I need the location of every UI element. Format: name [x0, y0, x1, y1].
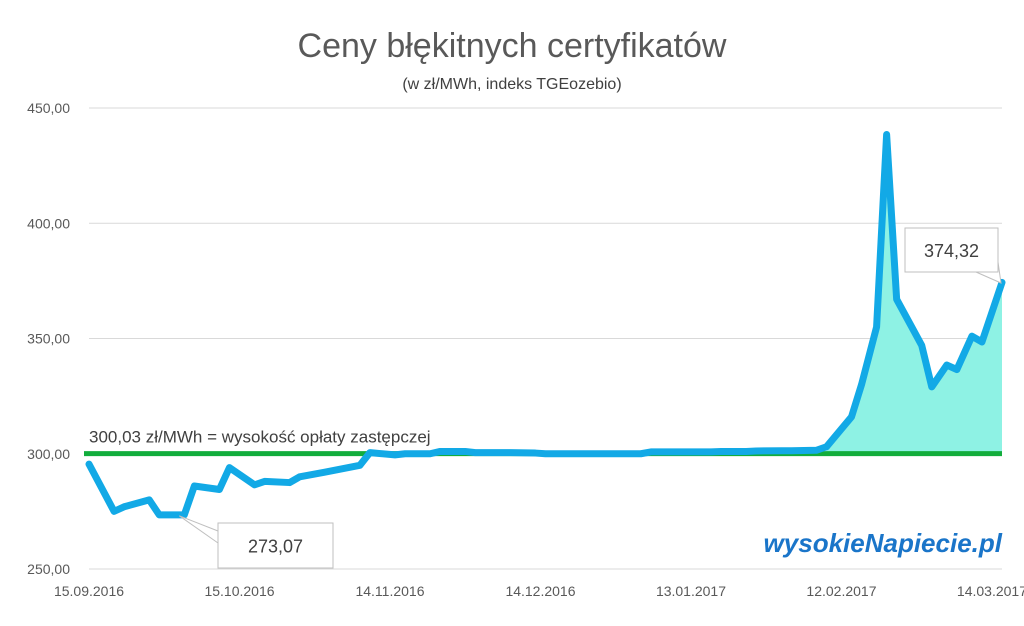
data-point: [779, 449, 783, 453]
watermark-logo: wysokieNapiecie.pl: [764, 528, 1003, 558]
data-point: [970, 334, 974, 338]
callout-label: 273,07: [248, 537, 303, 557]
data-point: [684, 450, 688, 454]
data-point: [157, 513, 161, 517]
annotations: 273,07 374,32: [179, 227, 1002, 569]
reference-line-label: 300,03 zł/MWh = wysokość opłaty zastępcz…: [89, 428, 431, 447]
x-tick-label: 14.11.2016: [355, 583, 424, 599]
data-point: [438, 449, 442, 453]
data-callout: 374,32: [904, 227, 1002, 284]
x-tick-label: 14.12.2016: [505, 583, 575, 599]
watermark-text: wysokieNapiecie.pl: [764, 528, 1003, 558]
data-point: [227, 466, 231, 470]
data-point: [508, 451, 512, 455]
data-point: [614, 452, 618, 456]
data-point: [930, 385, 934, 389]
data-point: [674, 450, 678, 454]
data-point: [860, 383, 864, 387]
callout-leader: [179, 515, 219, 544]
data-point: [463, 449, 467, 453]
data-point: [980, 340, 984, 344]
chart-title: Ceny błękitnych certyfikatów: [298, 27, 727, 65]
data-point: [719, 449, 723, 453]
data-point: [368, 451, 372, 455]
data-point: [920, 343, 924, 347]
area-above-reference: [826, 134, 1002, 454]
data-point: [253, 483, 257, 487]
data-point: [569, 452, 573, 456]
data-point: [955, 368, 959, 372]
data-point: [850, 415, 854, 419]
data-point: [639, 452, 643, 456]
y-tick-label: 400,00: [27, 215, 70, 231]
y-tick-label: 250,00: [27, 561, 70, 577]
data-point: [473, 451, 477, 455]
data-point: [428, 452, 432, 456]
data-point: [910, 325, 914, 329]
price-series: [85, 131, 1006, 519]
chart-subtitle: (w zł/MWh, indeks TGEozebio): [402, 76, 621, 93]
data-point: [875, 325, 879, 329]
data-point: [87, 462, 91, 466]
data-point: [885, 133, 889, 137]
callout-label: 374,32: [924, 241, 979, 261]
data-point: [945, 363, 949, 367]
data-point: [323, 470, 327, 474]
data-point: [358, 463, 362, 467]
callout-box: [904, 227, 999, 273]
data-point: [147, 498, 151, 502]
data-point: [403, 452, 407, 456]
data-callout: 273,07: [179, 515, 334, 569]
x-tick-label: 12.02.2017: [806, 583, 876, 599]
data-point: [709, 450, 713, 454]
area-fill: [826, 134, 1002, 454]
data-point: [789, 449, 793, 453]
data-point: [754, 449, 758, 453]
data-point: [288, 481, 292, 485]
data-point: [217, 487, 221, 491]
data-point: [814, 448, 818, 452]
data-point: [393, 453, 397, 457]
data-point: [498, 451, 502, 455]
x-tick-label: 13.01.2017: [656, 583, 726, 599]
data-point: [895, 297, 899, 301]
x-tick-label: 14.03.2017: [957, 583, 1024, 599]
data-point: [263, 479, 267, 483]
series-line: [85, 131, 1006, 519]
data-point: [824, 445, 828, 449]
x-tick-label: 15.10.2016: [204, 583, 274, 599]
gridlines: [89, 107, 1002, 570]
callout-box: [217, 522, 334, 569]
data-point: [744, 449, 748, 453]
x-axis-ticks: 15.09.2016 15.10.2016 14.11.2016 14.12.2016…: [54, 583, 1024, 599]
data-point: [167, 513, 171, 517]
x-tick-label: 15.09.2016: [54, 583, 124, 599]
data-point: [182, 513, 186, 517]
data-point: [192, 484, 196, 488]
data-point: [122, 505, 126, 509]
data-point: [579, 452, 583, 456]
y-tick-label: 350,00: [27, 331, 70, 347]
y-tick-label: 300,00: [27, 446, 70, 462]
data-point: [649, 450, 653, 454]
data-point: [544, 452, 547, 456]
data-point: [533, 451, 537, 455]
data-point: [112, 509, 116, 513]
data-point: [604, 452, 608, 456]
y-tick-label: 450,00: [27, 100, 70, 116]
data-point: [298, 475, 302, 479]
y-axis-ticks: 450,00 400,00 350,00 300,00 250,00: [27, 100, 70, 577]
